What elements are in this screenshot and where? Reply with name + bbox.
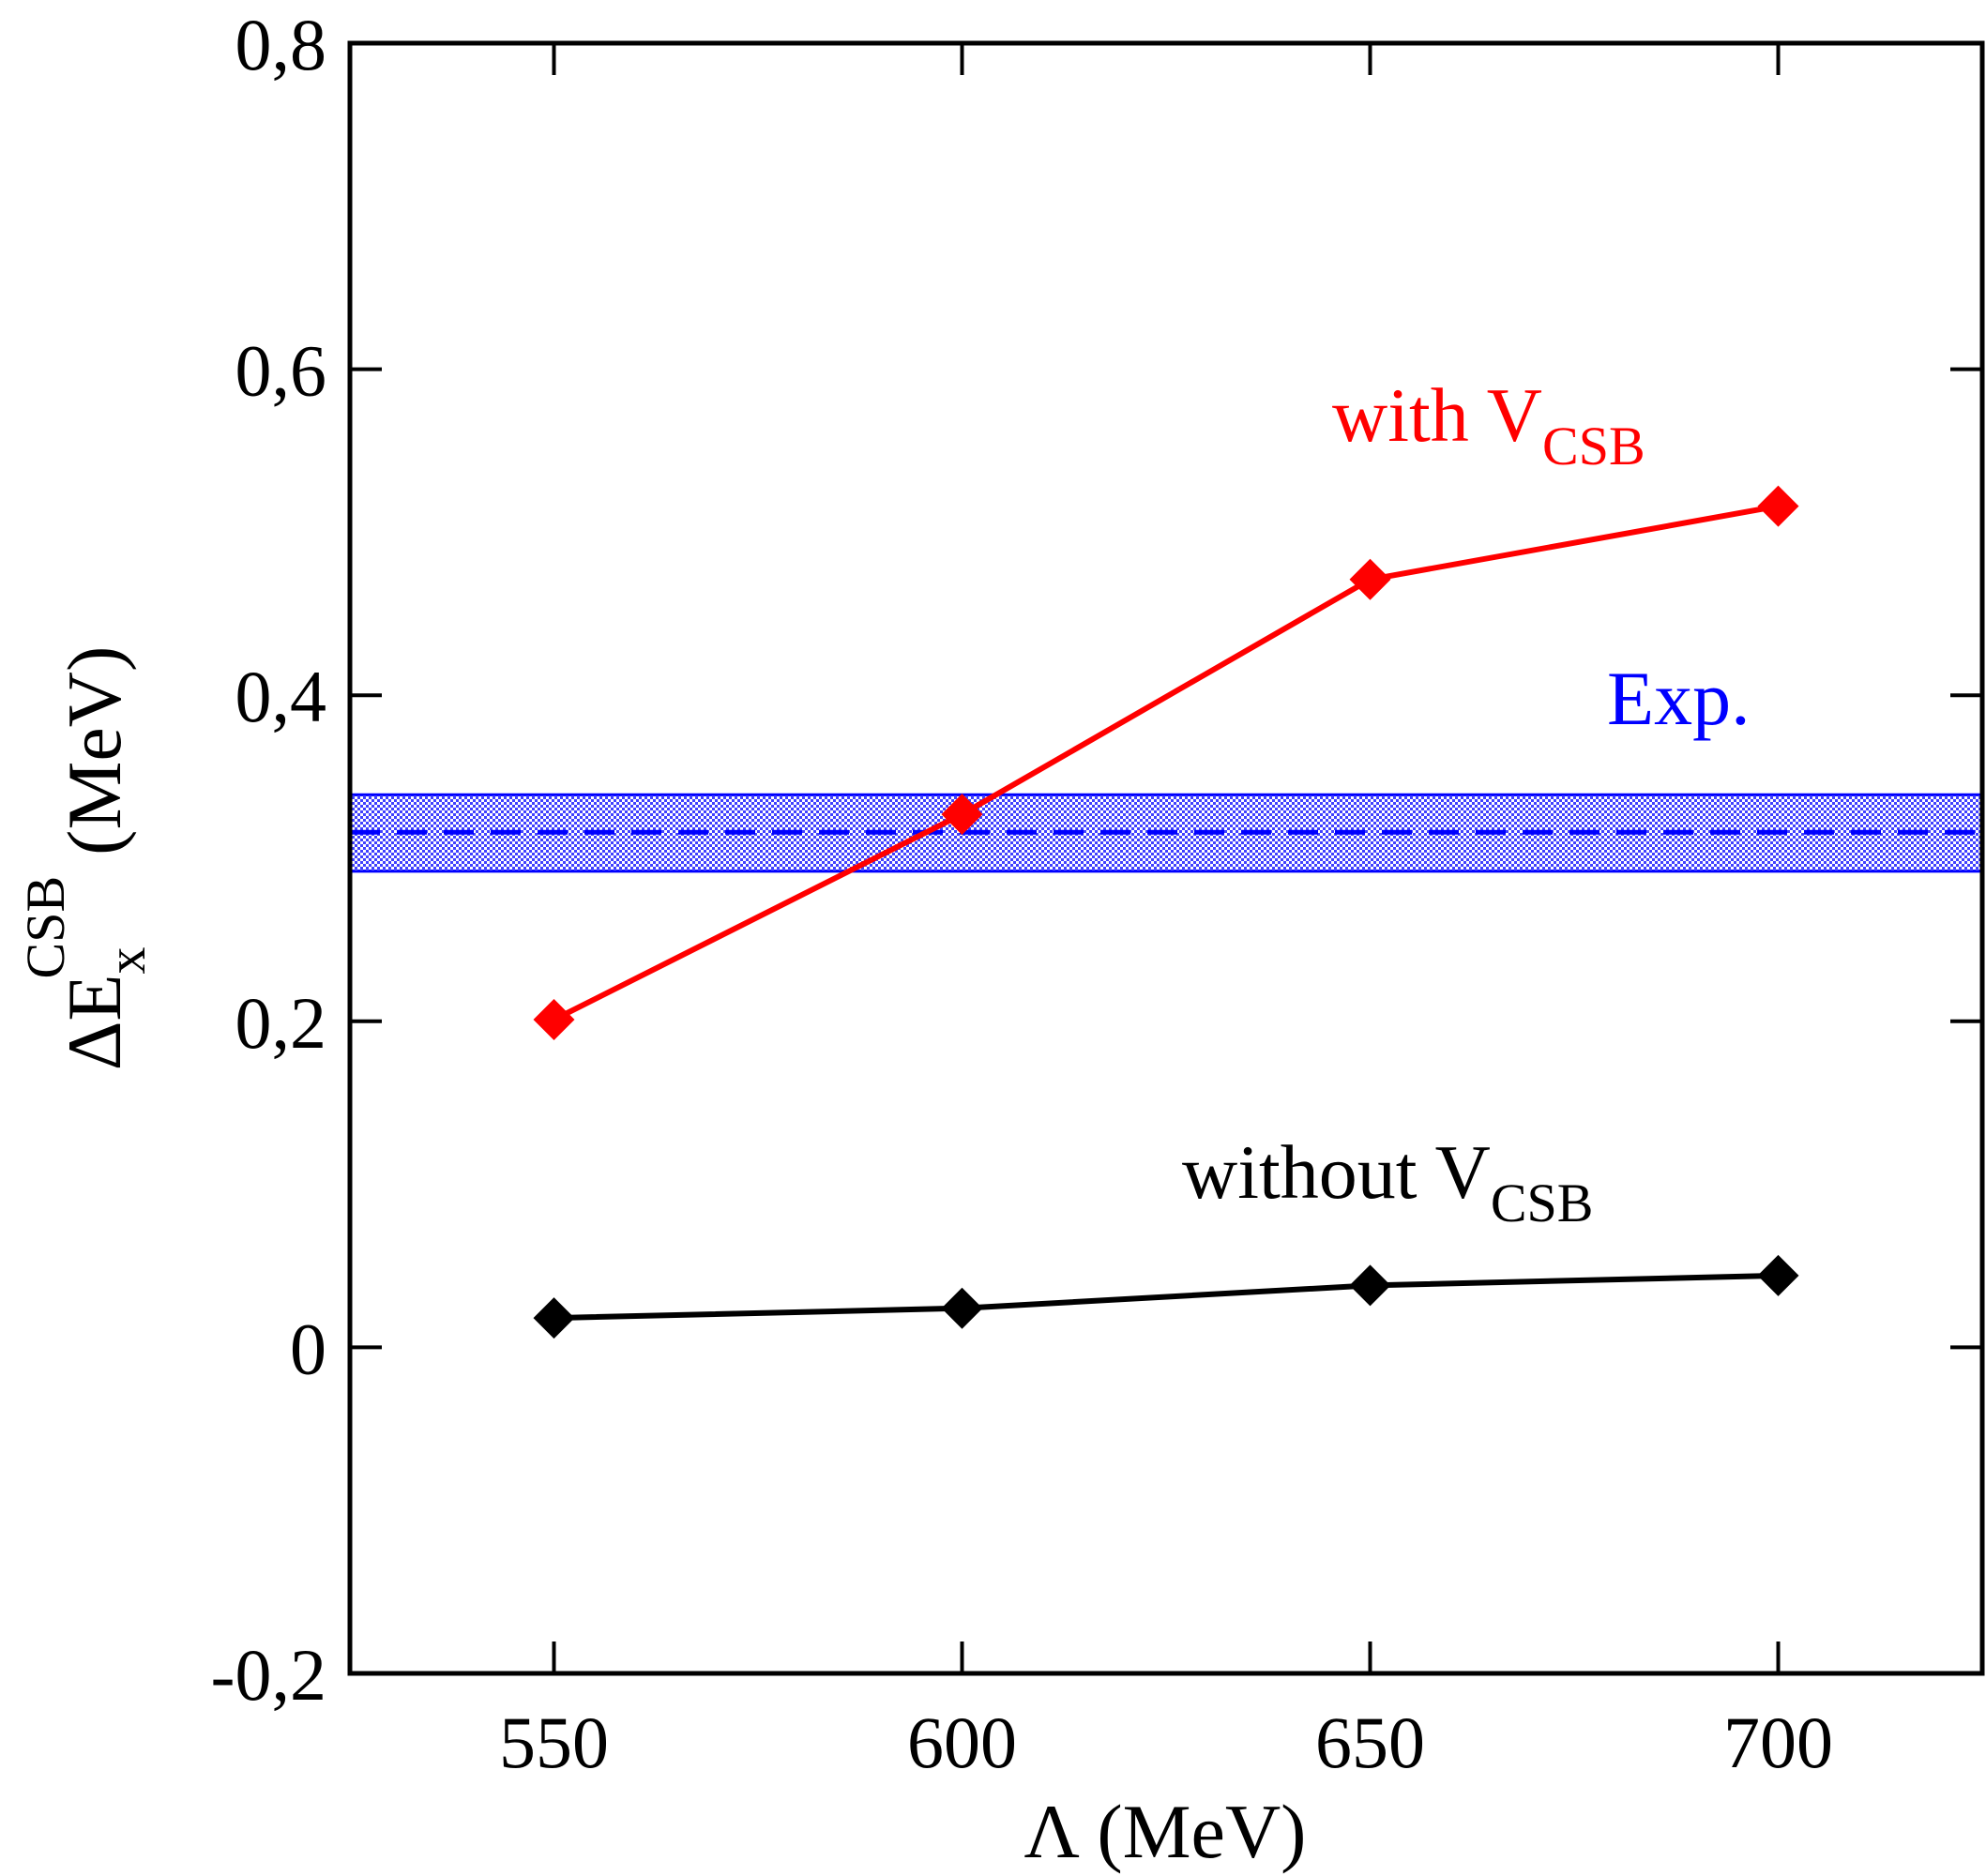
svg-text:ΔExCSB(MeV): ΔEx CSB (MeV)	[15, 646, 157, 1071]
series-layer	[533, 485, 1799, 1339]
experiment-layer	[350, 793, 1982, 873]
y-tick-label: 0,8	[235, 4, 327, 85]
data-point-with-vcsb	[1349, 558, 1391, 600]
data-point-without-vcsb	[1757, 1254, 1799, 1296]
y-tick-label: -0,2	[211, 1634, 326, 1716]
annotation-without-vcsb: without VCSB	[1182, 1129, 1593, 1233]
y-axis-title-unit: (MeV)	[52, 646, 137, 855]
x-tick-label: 700	[1723, 1702, 1833, 1783]
data-point-without-vcsb	[1349, 1264, 1391, 1307]
annotation-with-vcsb-sub: CSB	[1542, 416, 1645, 477]
annotation-exp: Exp.	[1607, 656, 1751, 741]
y-tick-label: 0	[290, 1308, 326, 1389]
y-tick-label: 0,6	[235, 330, 327, 412]
annotation-without-vcsb-sub: CSB	[1491, 1172, 1594, 1233]
y-axis-title: ΔEx CSB (MeV)	[15, 646, 157, 1071]
y-axis-title-sub: x	[96, 946, 157, 974]
y-axis-title-main: ΔE	[52, 974, 137, 1070]
x-tick-label: 650	[1315, 1702, 1425, 1783]
plot-frame-layer	[347, 40, 1985, 1676]
annotation-with-vcsb: with VCSB	[1332, 372, 1645, 477]
tick-layer: 550 600 650 700 -0,2 0 0,2 0,4 0,6 0,8	[211, 4, 1982, 1783]
y-tick-label: 0,4	[235, 656, 327, 737]
y-axis-title-sup: CSB	[15, 876, 76, 979]
annotation-without-vcsb-main: without V	[1182, 1129, 1491, 1215]
data-point-with-vcsb	[941, 794, 983, 836]
series-line-with-vcsb	[553, 503, 1780, 1022]
data-point-without-vcsb	[941, 1287, 983, 1329]
annotation-with-vcsb-main: with V	[1332, 372, 1542, 458]
data-point-without-vcsb	[533, 1297, 575, 1339]
x-axis-title: Λ (MeV)	[1024, 1789, 1307, 1874]
data-point-with-vcsb	[1757, 485, 1799, 527]
series-line-without-vcsb	[553, 1272, 1779, 1322]
y-tick-label: 0,2	[235, 982, 327, 1064]
data-point-with-vcsb	[533, 999, 575, 1041]
x-tick-label: 600	[907, 1702, 1017, 1783]
x-tick-label: 550	[499, 1702, 609, 1783]
plot-frame	[347, 40, 1985, 1676]
